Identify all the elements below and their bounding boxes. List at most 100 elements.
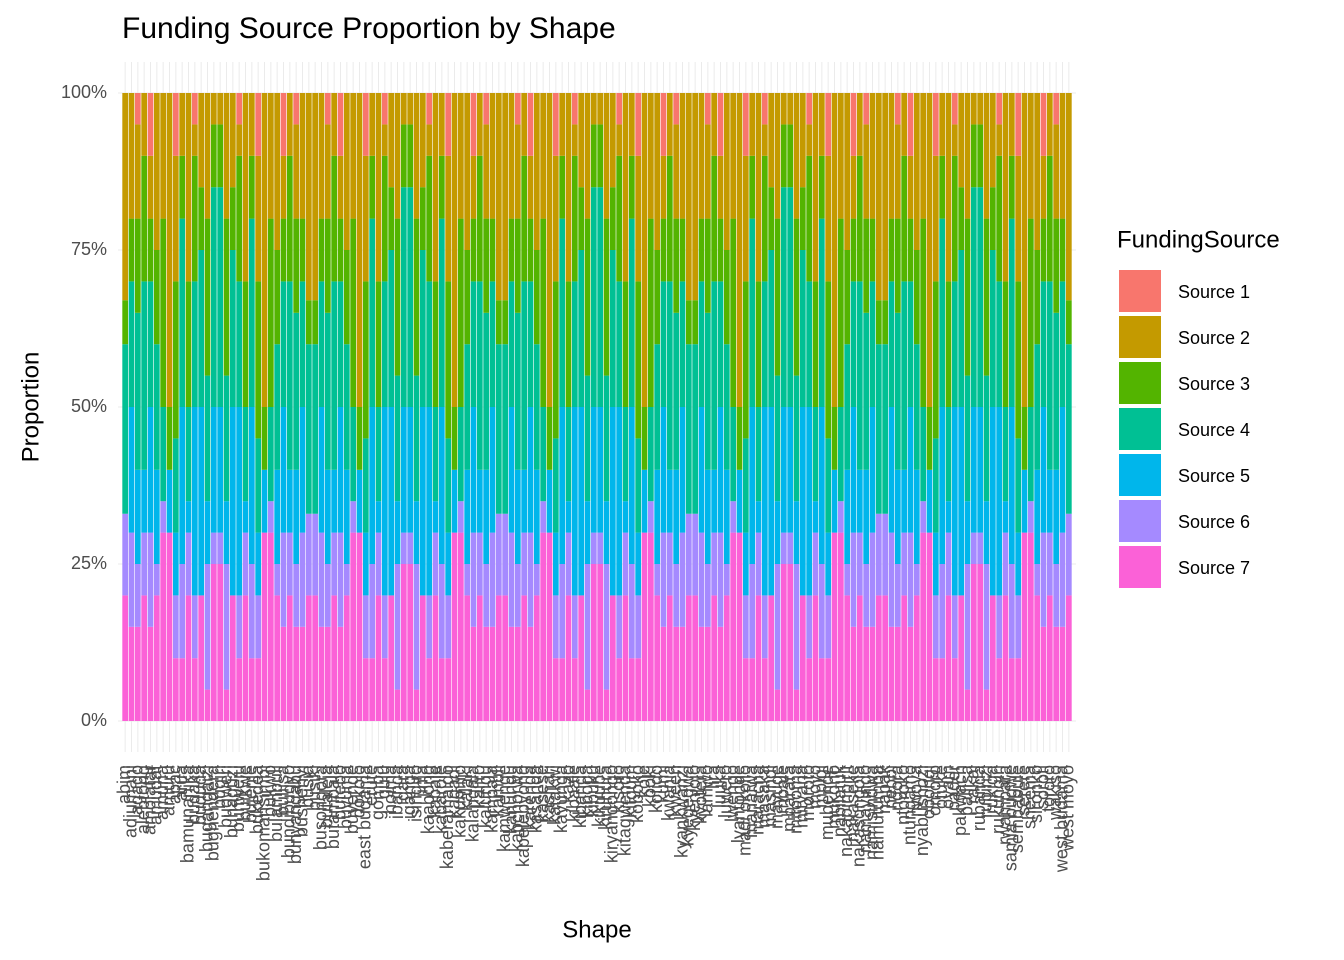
- bar-segment: [647, 218, 654, 407]
- x-tick-label: bududa: [190, 764, 210, 825]
- bar-segment: [996, 658, 1003, 721]
- bar-segment: [983, 375, 990, 502]
- bar-segment: [236, 93, 243, 125]
- bar-segment: [837, 532, 844, 721]
- bar-segment: [856, 93, 863, 156]
- bar-segment: [793, 375, 800, 502]
- bar-segment: [609, 250, 616, 407]
- bar-segment: [825, 532, 832, 596]
- bar-segment: [457, 532, 464, 721]
- bar-segment: [293, 564, 300, 627]
- bar-segment: [1065, 300, 1072, 345]
- x-axis-title: Shape: [562, 916, 631, 943]
- bar-segment: [565, 501, 572, 533]
- bar-segment: [331, 155, 338, 282]
- bar-segment: [464, 595, 471, 721]
- bar-segment: [166, 93, 173, 407]
- bar-segment: [913, 564, 920, 596]
- labels: 0% 25% 50% 75% 100% abimadjumaniagagoalebtong…: [61, 82, 1078, 881]
- bar-segment: [419, 250, 426, 407]
- bar-segment: [742, 438, 749, 533]
- bar-segment: [236, 281, 243, 407]
- bar-segment: [730, 407, 737, 502]
- bar-segment: [850, 532, 857, 627]
- legend-label: Source 3: [1178, 374, 1250, 394]
- bar-segment: [318, 281, 325, 407]
- bar-segment: [958, 250, 965, 407]
- bar-segment: [318, 407, 325, 533]
- bar-segment: [1059, 281, 1066, 407]
- bar-segment: [945, 407, 952, 502]
- x-tick-label: kazo: [557, 765, 577, 803]
- bar-segment: [787, 532, 794, 564]
- bar-segment: [198, 407, 205, 596]
- bar-segment: [793, 501, 800, 564]
- bar-segment: [1027, 407, 1034, 502]
- bar-segment: [806, 595, 813, 659]
- bar-segment: [502, 595, 509, 721]
- bar-segment: [888, 626, 895, 721]
- x-tick-label: manafwa: [741, 764, 761, 838]
- bar-segment: [255, 532, 262, 596]
- bar-segment: [679, 407, 686, 533]
- bar-segment: [419, 407, 426, 596]
- bar-segment: [628, 218, 635, 407]
- bar-segment: [685, 595, 692, 721]
- bar-segment: [609, 187, 616, 250]
- bar-segment: [901, 532, 908, 596]
- x-tick-label: busiki: [304, 765, 324, 811]
- bar-segment: [350, 407, 357, 502]
- bar-segment: [571, 658, 578, 721]
- bar-segment: [907, 407, 914, 533]
- bar-segment: [799, 93, 806, 188]
- bar-segment: [622, 532, 629, 596]
- bar-segment: [863, 469, 870, 564]
- bar-segment: [400, 564, 407, 721]
- bar-segment: [920, 93, 927, 219]
- bar-segment: [356, 532, 363, 721]
- bar-segment: [888, 407, 895, 533]
- x-tick-label: pallisa: [956, 764, 976, 816]
- bar-segment: [255, 658, 262, 721]
- bar-segment: [723, 93, 730, 250]
- y-tick-label: 0%: [81, 710, 107, 730]
- bar-segment: [926, 532, 933, 721]
- bar-segment: [470, 155, 477, 219]
- bar-segment: [932, 658, 939, 721]
- bar-segment: [457, 407, 464, 502]
- bar-segment: [603, 375, 610, 502]
- bar-segment: [996, 281, 1003, 407]
- bar-segment: [191, 658, 198, 721]
- legend-key: [1119, 270, 1161, 312]
- bar-segment: [869, 407, 876, 533]
- bar-segment: [394, 501, 401, 564]
- bar-segment: [742, 155, 749, 282]
- bar-segment: [641, 93, 648, 407]
- bar-segment: [236, 407, 243, 596]
- bar-segment: [578, 407, 585, 596]
- bar-segment: [483, 469, 490, 564]
- bar-segment: [546, 532, 553, 721]
- bar-segment: [343, 344, 350, 470]
- x-tick-label: pakwach: [950, 765, 970, 836]
- x-tick-label: butebo: [329, 765, 349, 820]
- y-axis-title: Proportion: [17, 352, 44, 463]
- bar-segment: [407, 532, 414, 564]
- bar-segment: [844, 564, 851, 596]
- bar-segment: [584, 218, 591, 376]
- bar-segment: [679, 93, 686, 219]
- bar-segment: [527, 93, 534, 156]
- bar-segment: [875, 93, 882, 301]
- bar-segment: [274, 93, 281, 250]
- bar-segment: [850, 281, 857, 407]
- bar-segment: [407, 93, 414, 125]
- bar-segment: [236, 124, 243, 156]
- bar-segment: [780, 532, 787, 564]
- bar-segment: [628, 564, 635, 659]
- bar-segment: [369, 658, 376, 721]
- bar-segment: [134, 626, 141, 721]
- x-tick-label: apac: [165, 765, 185, 804]
- bar-segment: [521, 93, 528, 156]
- x-tick-label: kaliro: [469, 765, 489, 808]
- legend-key: [1119, 546, 1161, 588]
